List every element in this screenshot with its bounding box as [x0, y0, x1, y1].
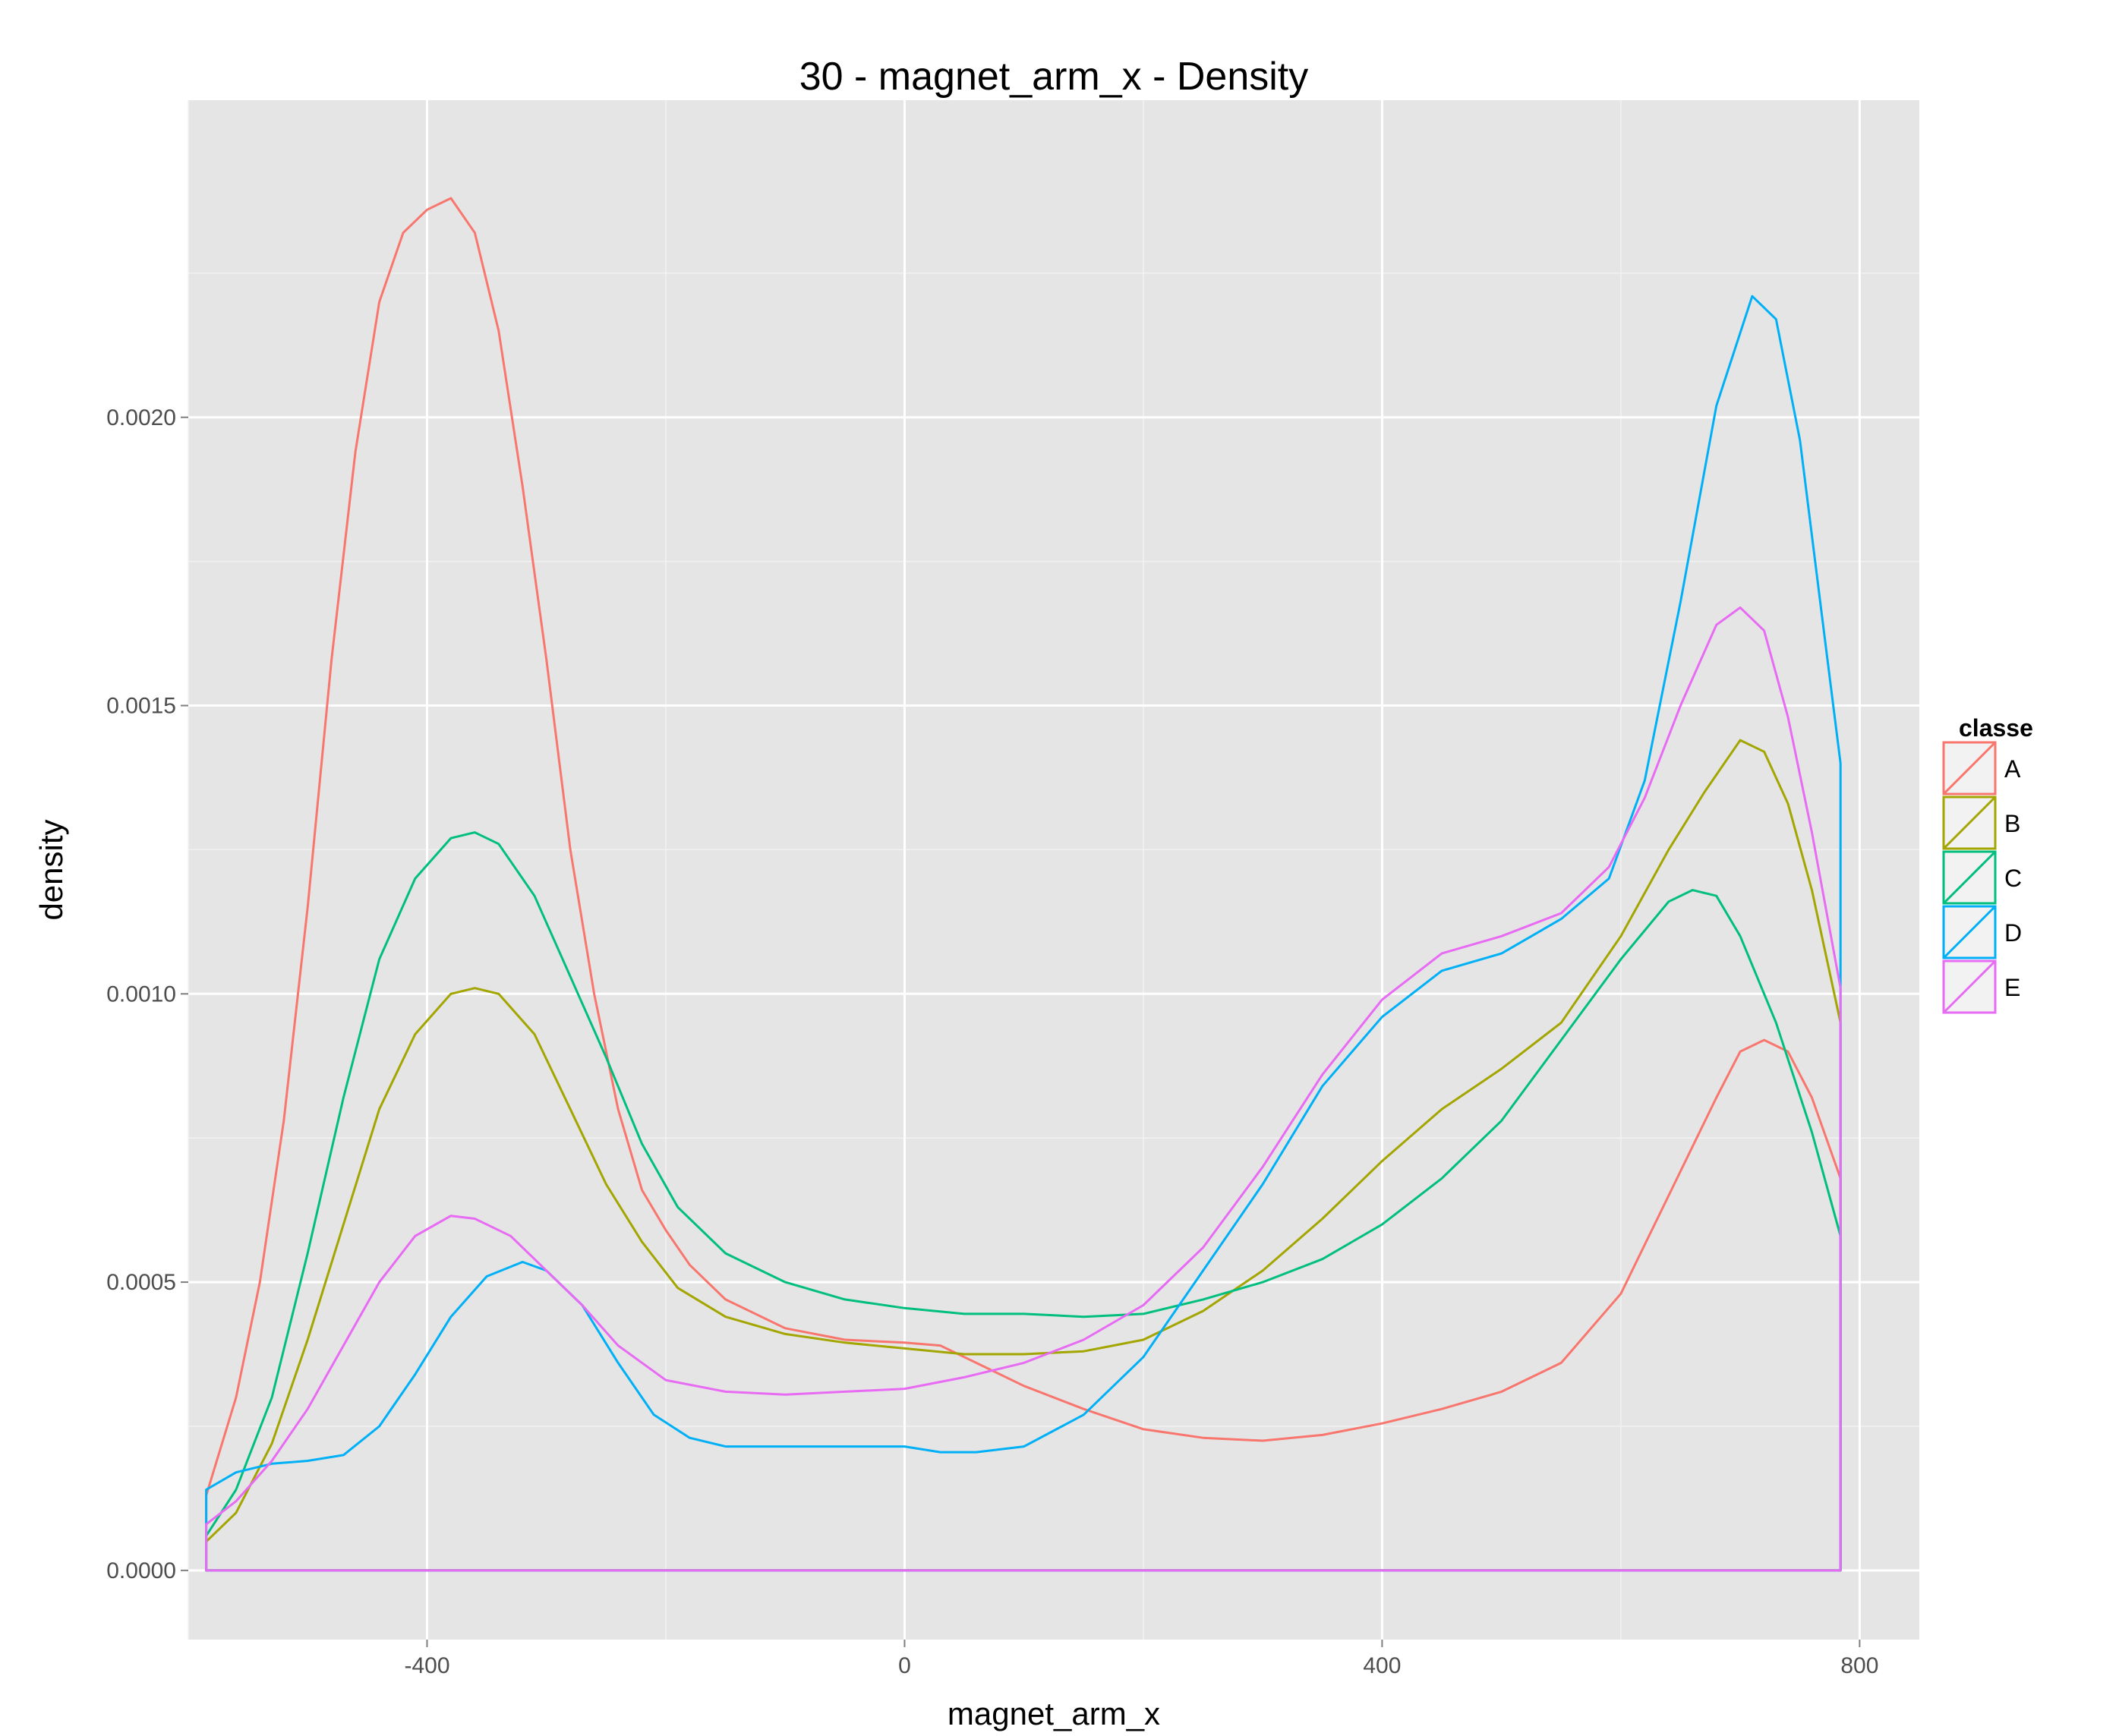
x-tick-label: 400 — [1363, 1653, 1401, 1678]
density-curve-A — [205, 197, 1842, 1572]
density-curve-C — [205, 831, 1842, 1572]
x-tick-label: -400 — [404, 1653, 449, 1678]
legend-key-line-D — [1942, 905, 1997, 959]
legend: classe AB CDE — [1942, 714, 2033, 1014]
legend-label-C: C — [2004, 865, 2022, 892]
chart-title: 30 - magnet_arm_x - Density — [799, 55, 1309, 99]
legend-item-A: A — [1942, 741, 2021, 796]
x-axis-title: magnet_arm_x — [948, 1696, 1160, 1731]
legend-key-line-E — [1942, 959, 1997, 1014]
density-curves — [205, 197, 1842, 1572]
x-tick-label: 800 — [1840, 1653, 1878, 1678]
legend-item-C: C — [1942, 850, 2022, 905]
legend-key-line-B — [1942, 796, 1997, 850]
y-tick-label: 0.0000 — [106, 1558, 176, 1583]
y-axis-ticks: 0.0000 0.0005 0.0010 0.0015 0.0020 — [106, 405, 188, 1583]
legend-label-A: A — [2004, 755, 2021, 783]
legend-label-D: D — [2004, 919, 2022, 947]
legend-item-D: D — [1942, 905, 2022, 959]
density-curve-D — [205, 295, 1842, 1572]
legend-item-E: E — [1942, 959, 2020, 1014]
y-tick-label: 0.0010 — [106, 981, 176, 1007]
density-curve-E — [205, 606, 1842, 1572]
legend-title: classe — [1959, 714, 2033, 742]
legend-key-line-A — [1942, 741, 1997, 796]
legend-label-E: E — [2004, 974, 2020, 1001]
legend-item-B: B — [1942, 796, 2020, 850]
y-tick-label: 0.0005 — [106, 1270, 176, 1295]
plot-panel — [188, 100, 1919, 1640]
legend-label-B: B — [2004, 810, 2020, 837]
y-tick-label: 0.0015 — [106, 694, 176, 719]
x-tick-label: 0 — [898, 1653, 911, 1678]
legend-key-line-C — [1942, 850, 1997, 905]
density-curve-B — [205, 739, 1842, 1572]
x-axis-ticks: -400 0 400 800 — [404, 1640, 1878, 1678]
minor-gridlines — [188, 100, 1919, 1640]
y-axis-title: density — [33, 819, 69, 920]
y-tick-label: 0.0020 — [106, 405, 176, 430]
